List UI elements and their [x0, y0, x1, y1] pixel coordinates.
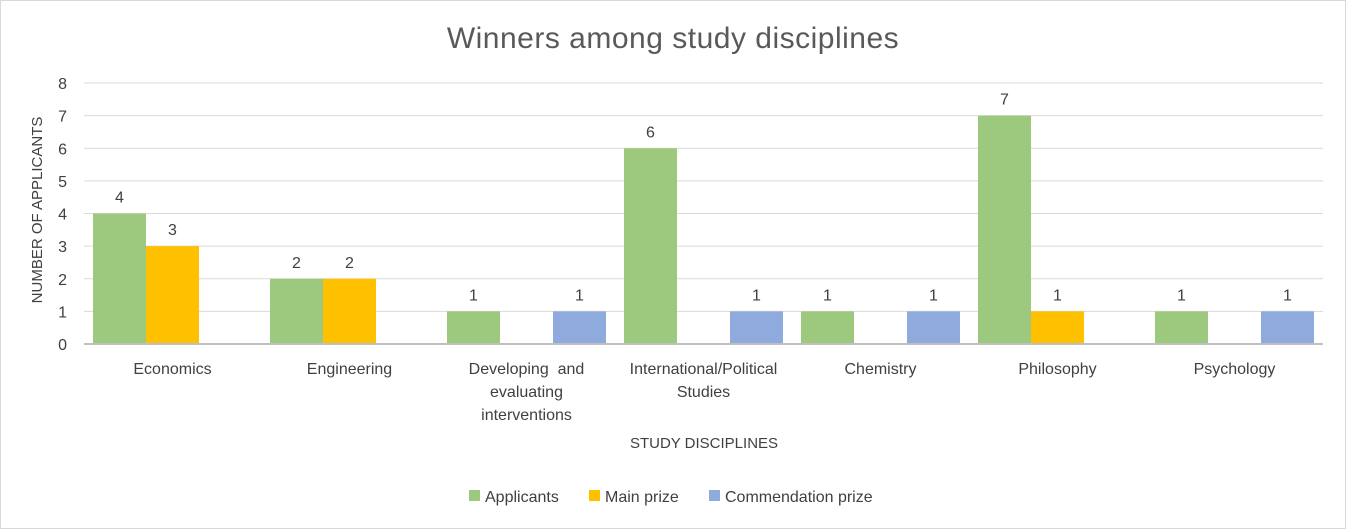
data-label: 1: [1283, 287, 1292, 304]
data-label: 6: [646, 124, 655, 141]
data-label: 1: [1177, 287, 1186, 304]
bar-applicants: [978, 115, 1031, 344]
y-tick-label: 4: [58, 207, 67, 224]
y-tick-label: 5: [58, 174, 67, 191]
chart-title: Winners among study disciplines: [447, 22, 899, 55]
bar-applicants: [1155, 311, 1208, 344]
y-tick-label: 7: [58, 109, 67, 126]
x-category-label: Economics: [133, 361, 211, 378]
x-category-label: Philosophy: [1018, 361, 1096, 378]
x-category-line: Chemistry: [844, 361, 916, 378]
data-label: 4: [115, 190, 124, 207]
y-tick-label: 1: [58, 304, 67, 321]
data-label: 1: [469, 287, 478, 304]
bar-commendation-prize: [907, 311, 960, 344]
x-axis-categories: Economics Engineering Developing and evalua…: [133, 361, 1275, 424]
y-tick-label: 2: [58, 272, 67, 289]
x-category-label: Engineering: [307, 361, 392, 378]
x-axis-title: STUDY DISCIPLINES: [630, 435, 778, 452]
legend-label: Commendation prize: [725, 489, 873, 506]
x-category-line: Engineering: [307, 361, 392, 378]
data-labels: 432 21 161 1 171 1 1: [115, 92, 1292, 305]
x-category-label: Chemistry: [844, 361, 916, 378]
legend-swatch: [709, 490, 720, 501]
x-category-label: Developing and evaluating interventions: [469, 361, 585, 424]
bar-main-prize: [323, 278, 376, 344]
legend-swatch: [589, 490, 600, 501]
data-label: 1: [823, 287, 832, 304]
x-category-line: Economics: [133, 361, 211, 378]
data-label: 3: [168, 222, 177, 239]
data-label: 1: [929, 287, 938, 304]
data-label: 1: [575, 287, 584, 304]
data-label: 7: [1000, 92, 1009, 109]
x-category-line: interventions: [481, 407, 572, 424]
x-category-line: Studies: [677, 384, 730, 401]
y-tick-label: 6: [58, 141, 67, 158]
y-tick-label: 3: [58, 239, 67, 256]
y-tick-label: 0: [58, 337, 67, 354]
x-category-line: evaluating: [490, 384, 563, 401]
bars: [93, 115, 1314, 344]
x-category-line: Developing and: [469, 361, 585, 378]
bar-commendation-prize: [553, 311, 606, 344]
legend-label: Applicants: [485, 489, 559, 506]
x-category-label: International/Political Studies: [630, 361, 778, 401]
bar-main-prize: [146, 246, 199, 344]
bar-applicants: [447, 311, 500, 344]
data-label: 1: [752, 287, 761, 304]
x-category-line: Philosophy: [1018, 361, 1096, 378]
x-category-line: International/Political: [630, 361, 778, 378]
gridlines: [84, 82, 1323, 312]
legend-swatch: [469, 490, 480, 501]
bar-applicants: [93, 213, 146, 344]
bar-commendation-prize: [1261, 311, 1314, 344]
data-label: 2: [292, 255, 301, 272]
data-label: 1: [1053, 287, 1062, 304]
bar-commendation-prize: [730, 311, 783, 344]
y-tick-label: 8: [58, 76, 67, 93]
bar-main-prize: [1031, 311, 1084, 344]
x-category-label: Psychology: [1194, 361, 1276, 378]
x-category-line: Psychology: [1194, 361, 1276, 378]
bar-applicants: [801, 311, 854, 344]
data-label: 2: [345, 255, 354, 272]
y-axis-title: NUMBER OF APPLICANTS: [29, 117, 46, 304]
y-axis-ticks: 0 1 2 3 4 5 6 7 8: [58, 76, 67, 354]
bar-applicants: [270, 278, 323, 344]
legend: Applicants Main prize Commendation prize: [469, 489, 873, 506]
bar-applicants: [624, 148, 677, 344]
legend-label: Main prize: [605, 489, 679, 506]
